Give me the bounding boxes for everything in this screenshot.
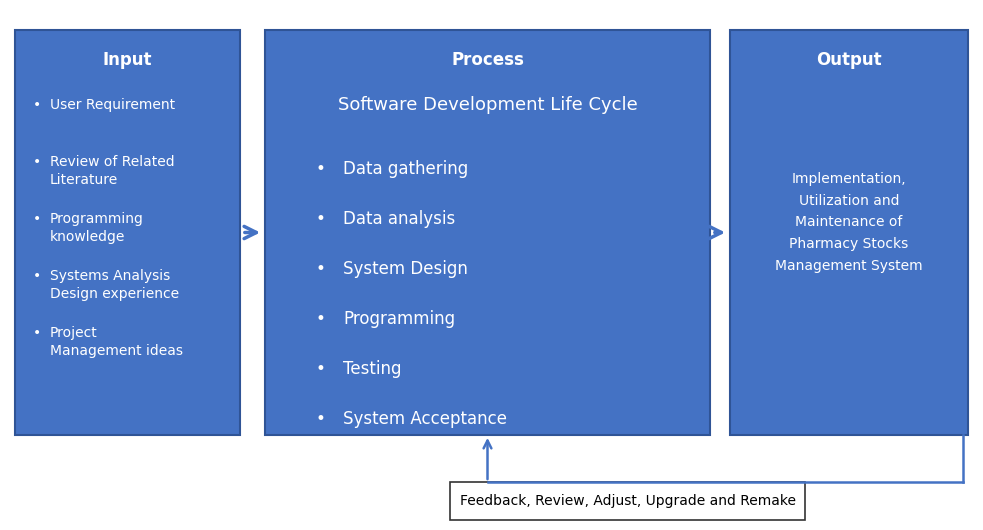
Text: •: • (315, 260, 324, 278)
Text: Data gathering: Data gathering (343, 160, 468, 178)
Text: •: • (33, 326, 41, 340)
Text: Feedback, Review, Adjust, Upgrade and Remake: Feedback, Review, Adjust, Upgrade and Re… (459, 494, 795, 508)
Text: Software Development Life Cycle: Software Development Life Cycle (337, 96, 637, 114)
Text: •: • (33, 155, 41, 169)
FancyBboxPatch shape (265, 30, 710, 435)
Text: •: • (315, 360, 324, 378)
FancyBboxPatch shape (15, 30, 240, 435)
Text: Process: Process (451, 51, 524, 69)
Text: Review of Related
Literature: Review of Related Literature (50, 155, 175, 187)
Text: System Design: System Design (343, 260, 468, 278)
Text: •: • (315, 210, 324, 228)
Text: Testing: Testing (343, 360, 401, 378)
Text: •: • (33, 269, 41, 283)
FancyBboxPatch shape (450, 482, 805, 520)
Text: •: • (33, 98, 41, 112)
Text: Data analysis: Data analysis (343, 210, 455, 228)
Text: •: • (315, 160, 324, 178)
FancyBboxPatch shape (730, 30, 968, 435)
Text: Project
Management ideas: Project Management ideas (50, 326, 183, 358)
Text: Programming: Programming (343, 310, 455, 328)
Text: System Acceptance: System Acceptance (343, 410, 507, 428)
Text: Programming
knowledge: Programming knowledge (50, 212, 144, 244)
Text: User Requirement: User Requirement (50, 98, 175, 112)
Text: Output: Output (816, 51, 882, 69)
Text: Systems Analysis
Design experience: Systems Analysis Design experience (50, 269, 179, 301)
Text: Implementation,
Utilization and
Maintenance of
Pharmacy Stocks
Management System: Implementation, Utilization and Maintena… (776, 172, 923, 273)
Text: •: • (315, 310, 324, 328)
Text: •: • (315, 410, 324, 428)
Text: Input: Input (103, 51, 152, 69)
Text: •: • (33, 212, 41, 226)
